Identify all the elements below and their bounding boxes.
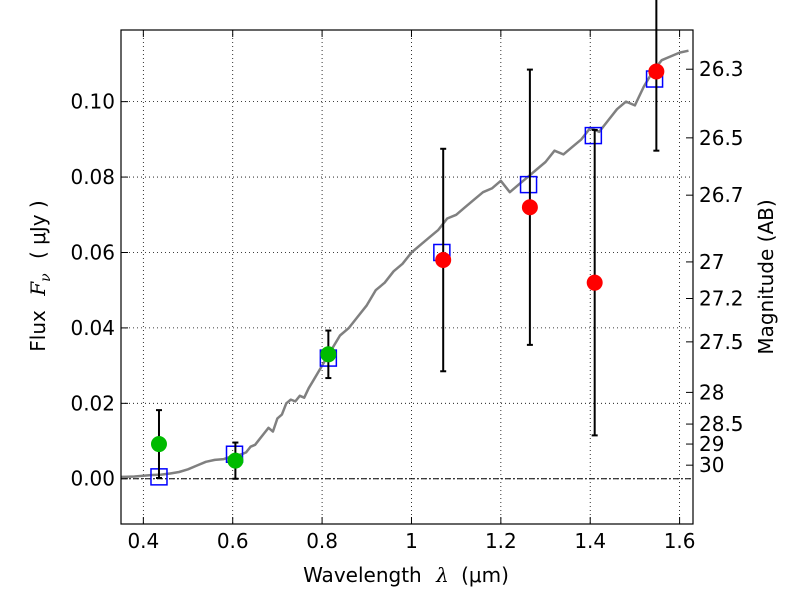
x-tick-label: 0.4 [127, 529, 159, 553]
y2-tick-label: 29 [699, 432, 724, 456]
x-tick-label: 1 [405, 529, 418, 553]
y2-axis-title: Magnitude (AB) [754, 199, 778, 354]
y-axis-title-unit: ( μJy ) [26, 200, 50, 259]
y-tick-label: 0.04 [70, 316, 115, 340]
y-axis-title: Flux Fν ( μJy ) [26, 200, 55, 351]
y-axis-title-symbol: F [26, 281, 50, 297]
spectrum-line [120, 49, 689, 479]
x-axis-title: Wavelength λ (μm) [303, 563, 509, 587]
grid [121, 30, 693, 524]
y-axis-title-text: Flux [26, 310, 50, 352]
y2-tick-label: 27.5 [699, 330, 744, 354]
y2-tick-label: 28.5 [699, 412, 744, 436]
y-tick-label: 0.08 [70, 165, 115, 189]
model-square-marker [584, 126, 603, 145]
y-tick-label: 0.00 [70, 467, 115, 491]
model-square-marker [519, 175, 538, 194]
y2-tick-label: 27.2 [699, 286, 744, 310]
plot-area [120, 0, 689, 486]
data-point-marker [320, 346, 337, 363]
x-tick-label: 1.2 [485, 529, 517, 553]
y2-tick-label: 28 [699, 380, 724, 404]
y-tick-label: 0.02 [70, 391, 115, 415]
y2-tick-label: 26.3 [699, 57, 744, 81]
data-point-marker [150, 436, 167, 453]
y2-tick-label: 27 [699, 250, 724, 274]
axes: 0.4 0.6 0.8 1 1.2 1.4 1.6 0.00 0.02 0.04 0.06 0.08 0… [70, 30, 744, 553]
y-tick-label: 0.06 [70, 240, 115, 264]
data-point-marker [227, 452, 244, 469]
y2-tick-label: 26.7 [699, 183, 744, 207]
x-tick-label: 1.4 [574, 529, 606, 553]
x-axis-title-unit: (μm) [461, 563, 509, 587]
plot-frame [120, 29, 694, 525]
x-axis-title-text: Wavelength [303, 563, 422, 587]
data-point-marker [648, 63, 665, 80]
data-point-marker [521, 199, 538, 216]
y-axis-title-subscript: ν [38, 273, 54, 282]
x-axis-title-symbol: λ [435, 563, 449, 587]
y2-tick-label: 26.5 [699, 126, 744, 150]
y-tick-label: 0.10 [70, 90, 115, 114]
x-tick-label: 0.6 [217, 529, 249, 553]
x-tick-label: 0.8 [306, 529, 338, 553]
data-point-marker [435, 252, 452, 269]
y2-tick-label: 30 [699, 453, 724, 477]
data-point-marker [586, 274, 603, 291]
x-tick-label: 1.6 [664, 529, 696, 553]
